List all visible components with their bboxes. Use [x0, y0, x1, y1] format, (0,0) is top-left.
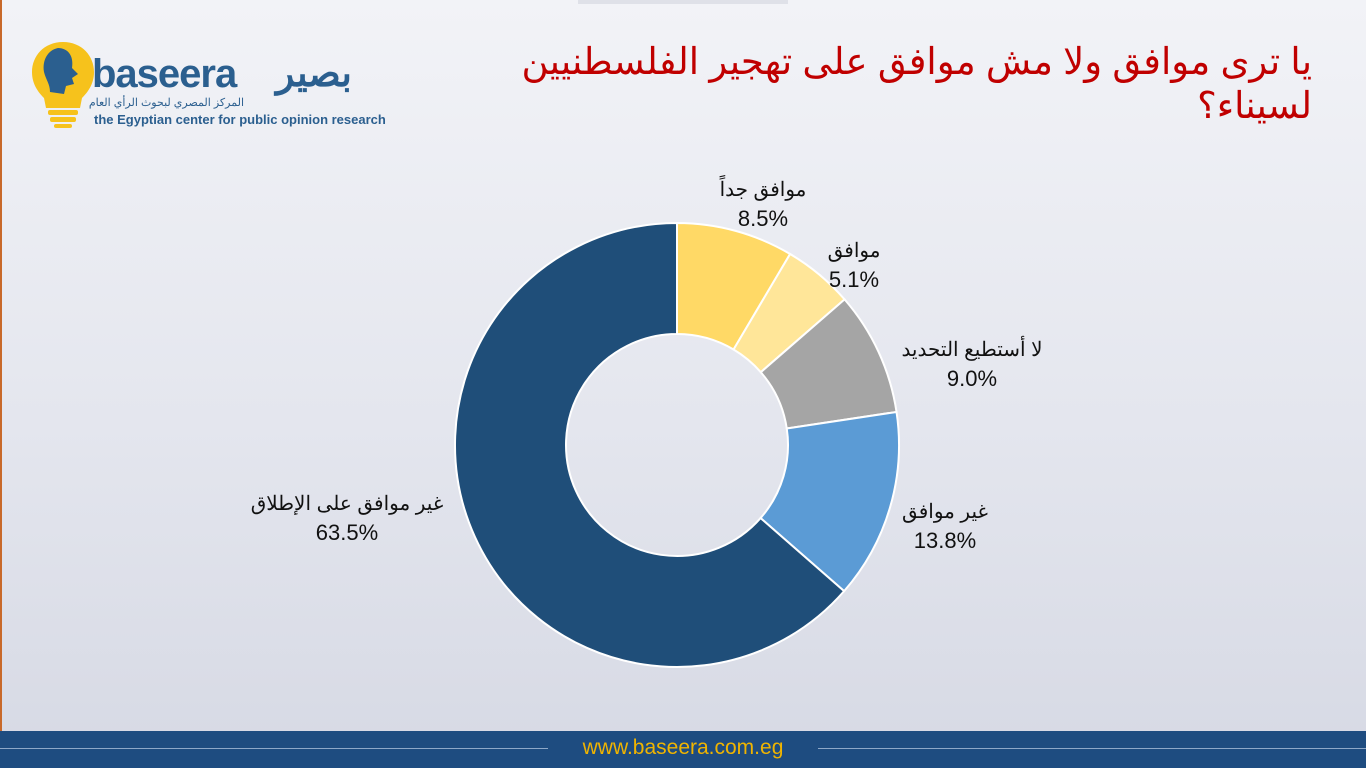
slice-value-5: 63.5% — [316, 520, 378, 545]
top-tab — [578, 0, 788, 4]
logo-wordmark-arabic: بصير — [276, 53, 352, 95]
slice-value-4: 13.8% — [914, 528, 976, 553]
baseera-logo: baseera بصير المركز المصري لبحوث الرأي ا… — [28, 38, 388, 134]
logo-wordmark: baseera — [92, 52, 237, 96]
slice-value-3: 9.0% — [947, 366, 997, 391]
lightbulb-head-icon — [32, 42, 94, 128]
footer-bar: www.baseera.com.eg — [0, 731, 1366, 768]
slice-label-1: موافق جداً — [719, 175, 806, 201]
donut-slice-5 — [454, 221, 846, 668]
left-border — [0, 0, 2, 735]
slice-label-5: غير موافق على الإطلاق — [251, 493, 444, 516]
footer-rule-right — [818, 748, 1366, 749]
footer-url: www.baseera.com.eg — [582, 736, 784, 759]
donut-slice-4 — [759, 410, 900, 593]
slide-title: يا ترى موافق ولا مش موافق على تهجير الفل… — [521, 41, 1312, 126]
slice-value-2: 5.1% — [829, 267, 879, 292]
slice-label-3: لا أستطيع التحديد — [901, 335, 1042, 361]
footer-rule-left — [0, 748, 548, 749]
logo-tagline-arabic: المركز المصري لبحوث الرأي العام — [88, 97, 244, 109]
logo-tagline-english: the Egyptian center for public opinion r… — [94, 112, 386, 127]
donut-chart: موافق جداً 8.5% موافق 5.1% لا أستطيع التحديد… — [251, 175, 1043, 668]
slice-label-4: غير موافق — [902, 501, 988, 523]
slice-value-1: 8.5% — [738, 206, 788, 231]
slice-label-2: موافق — [828, 240, 881, 262]
